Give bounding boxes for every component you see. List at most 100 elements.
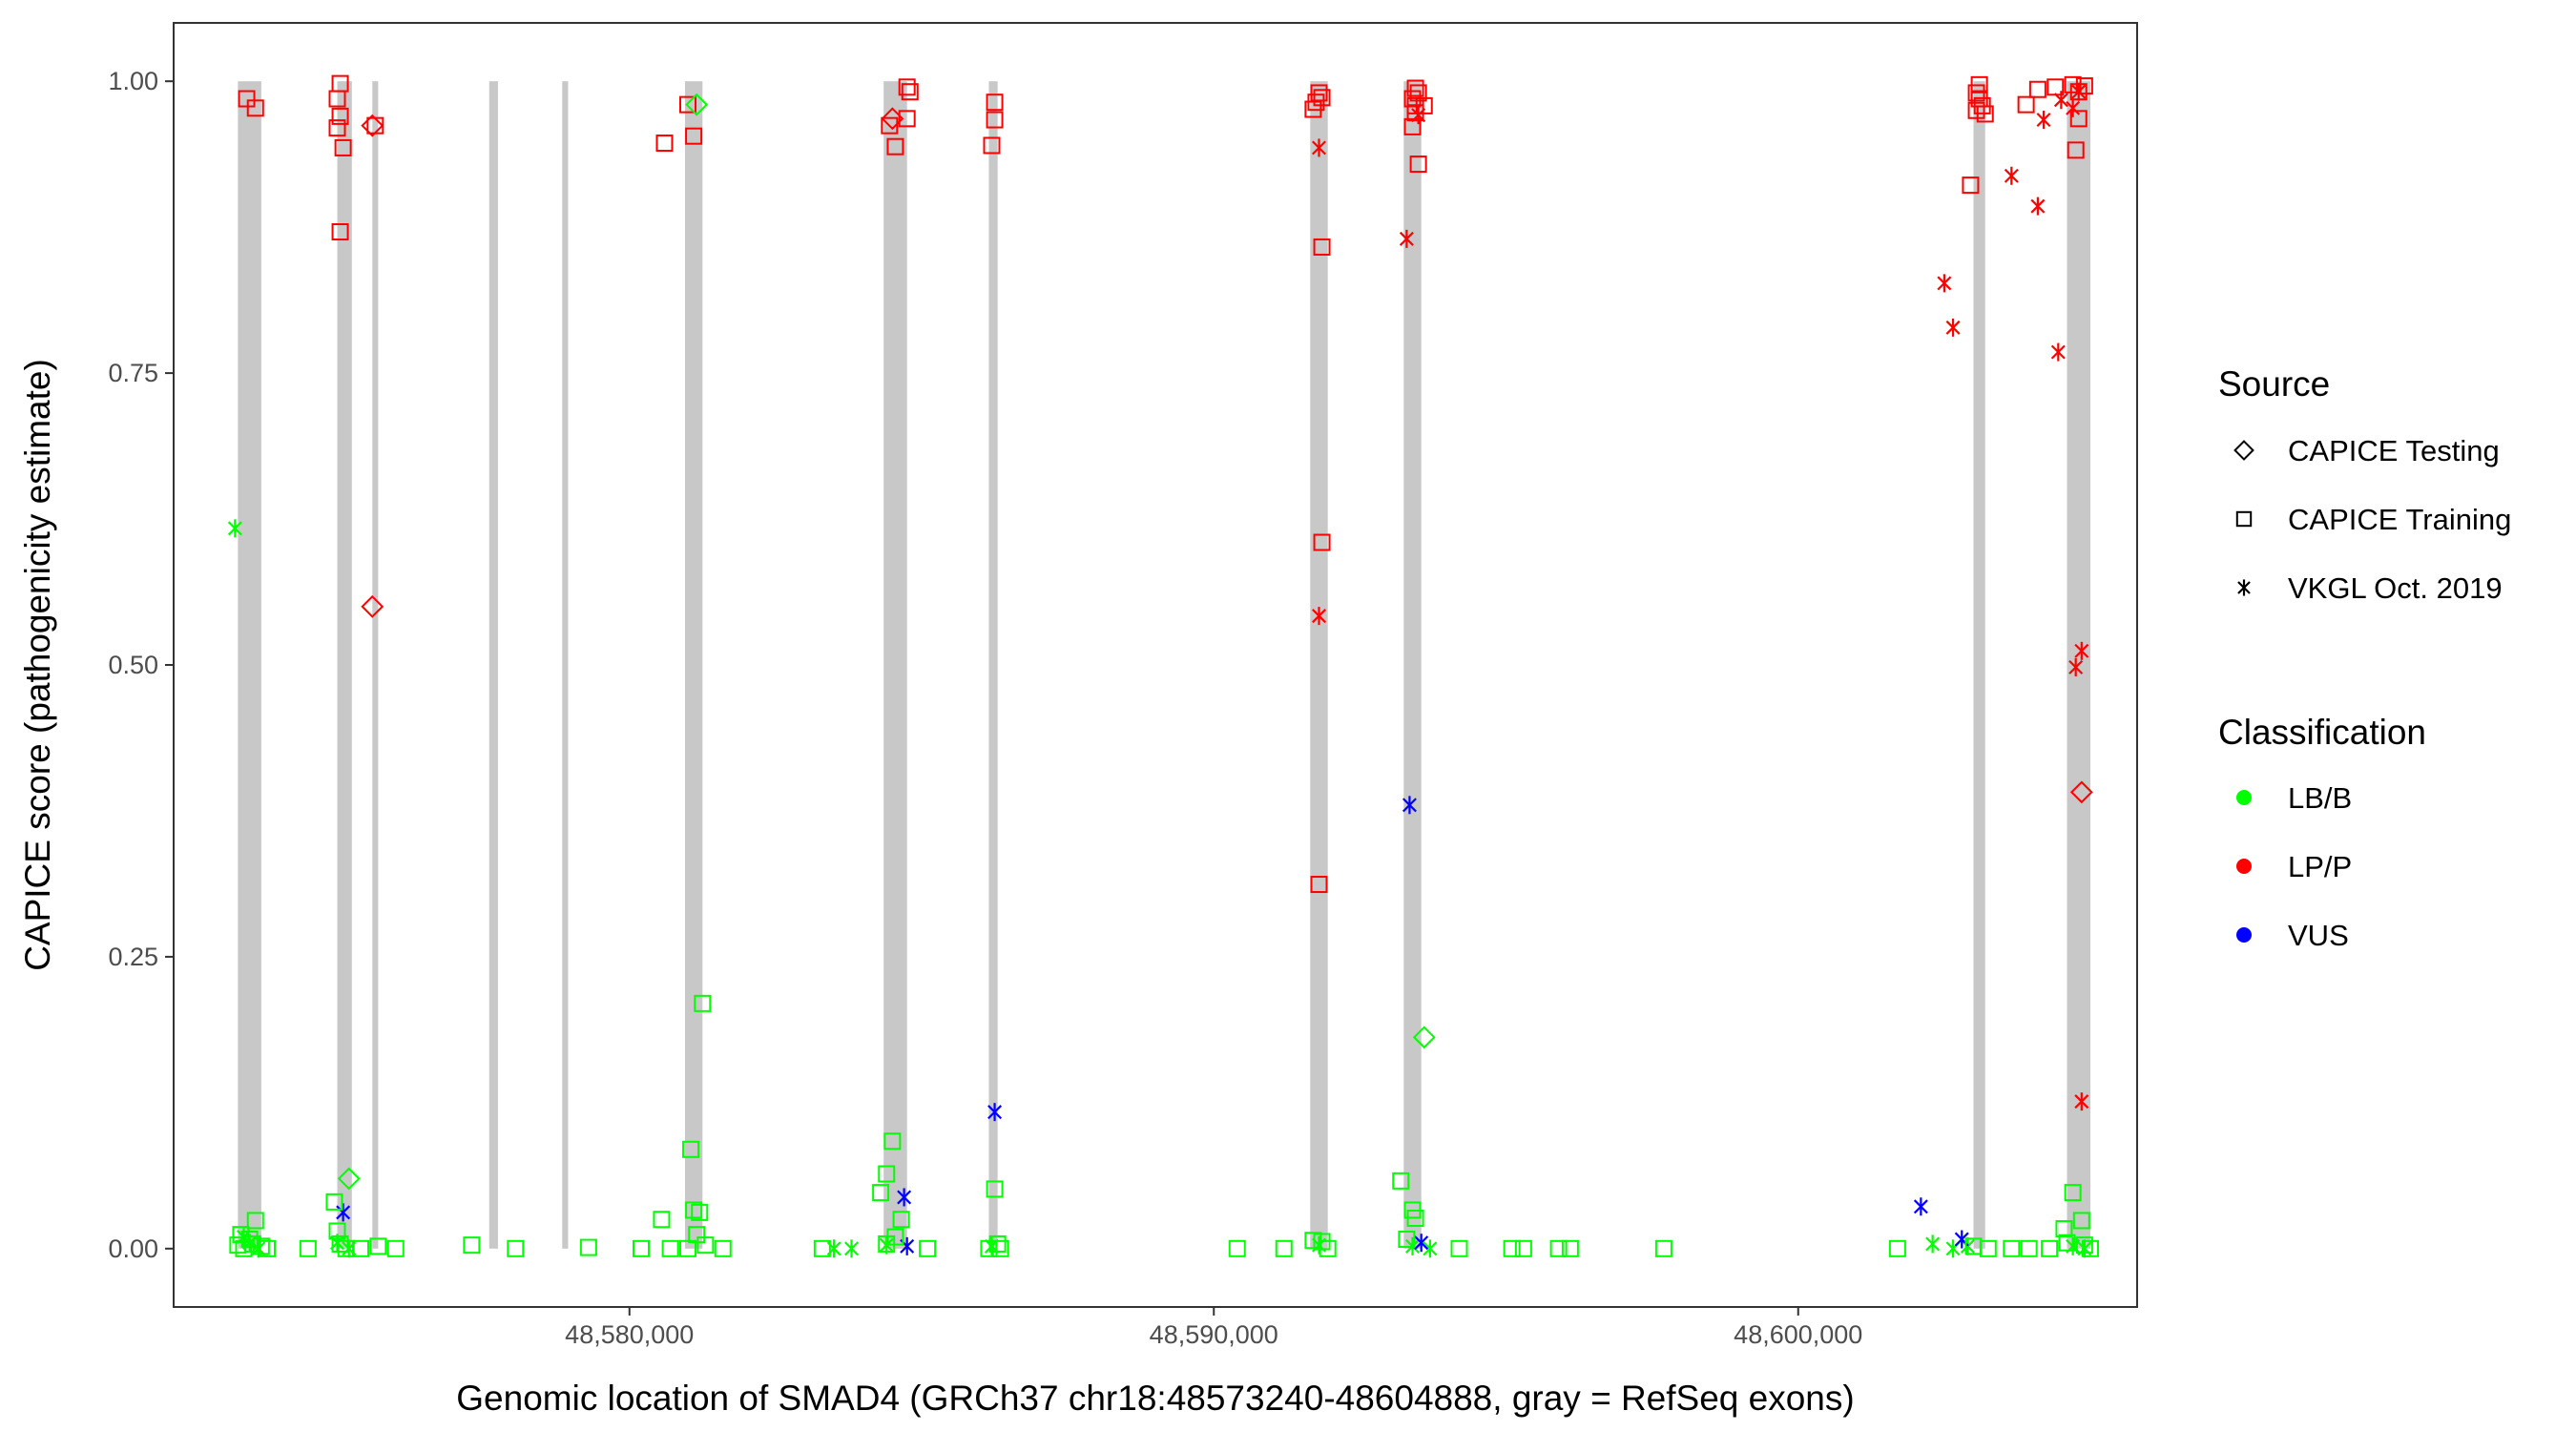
data-point: [694, 994, 712, 1012]
data-point-stroke: [1411, 108, 1426, 123]
data-point: [881, 116, 899, 135]
data-point: [369, 1237, 387, 1255]
data-point-stroke: [1423, 1241, 1438, 1256]
legend-key-asterisk-stroke: [2237, 581, 2251, 594]
data-point: [991, 1239, 1009, 1257]
data-point: [844, 1239, 859, 1258]
data-point: [653, 1211, 671, 1229]
legend: Source CAPICE Testing CAPICE Training VKGL …: [2218, 364, 2511, 952]
exon-band: [337, 81, 352, 1249]
data-point: [685, 127, 703, 145]
data-point: [1937, 274, 1952, 293]
data-point-stroke: [1925, 1236, 1941, 1252]
data-point: [633, 1239, 650, 1257]
x-tick-label: 48,580,000: [565, 1320, 694, 1349]
data-point-stroke: [2050, 344, 2066, 360]
data-point: [1925, 1234, 1941, 1254]
data-point-stroke: [1960, 1238, 1975, 1254]
legend-label: LB/B: [2288, 781, 2352, 815]
exon-band: [1973, 81, 1985, 1249]
data-point-stroke: [1414, 1235, 1429, 1251]
data-point: [1312, 607, 1326, 626]
data-point: [331, 1234, 349, 1253]
y-axis-title: CAPICE score (pathogenicity estimate): [18, 359, 57, 971]
data-point: [691, 1203, 709, 1221]
data-point-stroke: [987, 1105, 1003, 1120]
exon-band: [238, 81, 261, 1249]
data-point: [238, 90, 256, 108]
data-point: [361, 114, 384, 137]
legend-key-dot: [2236, 790, 2252, 805]
data-point: [507, 1239, 525, 1257]
data-point: [655, 135, 674, 153]
data-point: [661, 1239, 679, 1257]
data-point: [897, 1188, 912, 1207]
data-point-stroke: [2071, 84, 2087, 99]
data-point: [986, 111, 1004, 129]
data-point: [1402, 796, 1417, 815]
x-tick-label: 48,600,000: [1734, 1320, 1862, 1349]
data-point: [2069, 780, 2093, 804]
data-point-stroke: [1402, 798, 1417, 813]
data-point: [328, 119, 346, 137]
data-point: [235, 1239, 253, 1257]
y-tick-label: 1.00: [108, 67, 158, 95]
data-point: [579, 1238, 597, 1256]
data-point-stroke: [1937, 276, 1952, 291]
data-point: [983, 136, 1001, 155]
data-point: [679, 95, 696, 114]
data-point: [685, 1201, 703, 1219]
data-point: [2067, 141, 2085, 159]
data-point: [1313, 533, 1331, 551]
data-point: [1310, 876, 1328, 894]
data-point: [1945, 318, 1961, 337]
data-point: [361, 594, 384, 618]
data-point-stroke: [1954, 1232, 1969, 1247]
data-point: [685, 93, 709, 116]
data-point: [1409, 84, 1427, 102]
legend-key-diamond: [2233, 440, 2254, 461]
data-point: [714, 1239, 732, 1257]
data-point-stroke: [2074, 1094, 2089, 1110]
data-point: [1549, 1239, 1568, 1257]
data-point: [1967, 84, 1985, 102]
data-point: [2068, 657, 2084, 676]
x-tick-label: 48,590,000: [1150, 1320, 1278, 1349]
data-point-stroke: [1913, 1199, 1928, 1214]
data-point-stroke: [2004, 168, 2019, 183]
exon-band: [684, 81, 703, 1249]
data-point: [328, 1222, 346, 1240]
data-point: [813, 1239, 831, 1257]
data-point: [986, 93, 1004, 112]
data-points: [227, 74, 2099, 1258]
data-point: [988, 1234, 1007, 1253]
data-point: [1888, 1239, 1906, 1257]
data-point: [682, 1140, 700, 1158]
data-point: [872, 1184, 890, 1202]
data-point: [2074, 641, 2089, 660]
data-point: [1976, 105, 1994, 123]
exon-band: [562, 81, 569, 1249]
legend-label: CAPICE Testing: [2288, 434, 2500, 467]
data-point-stroke: [2066, 100, 2081, 115]
data-point: [331, 223, 349, 241]
data-point-stroke: [2036, 113, 2051, 128]
y-tick-label: 0.00: [108, 1234, 158, 1263]
data-point-stroke: [900, 1238, 915, 1254]
data-point: [229, 1236, 247, 1255]
data-point: [246, 99, 264, 117]
x-axis-title: Genomic location of SMAD4 (GRCh37 chr18:…: [456, 1379, 1854, 1418]
data-point: [386, 1239, 405, 1257]
data-point: [331, 107, 349, 125]
axes: 48,580,000 48,590,000 48,600,000 0.00 0.25 0.…: [108, 67, 1862, 1349]
data-point: [1561, 1239, 1579, 1257]
exon-band: [1403, 81, 1422, 1249]
data-point: [898, 78, 916, 96]
data-point-stroke: [1312, 140, 1326, 156]
data-point: [1406, 79, 1424, 97]
data-point: [1654, 1239, 1672, 1257]
exon-band: [488, 81, 498, 1249]
data-point: [259, 1239, 276, 1257]
data-point: [696, 1236, 715, 1255]
